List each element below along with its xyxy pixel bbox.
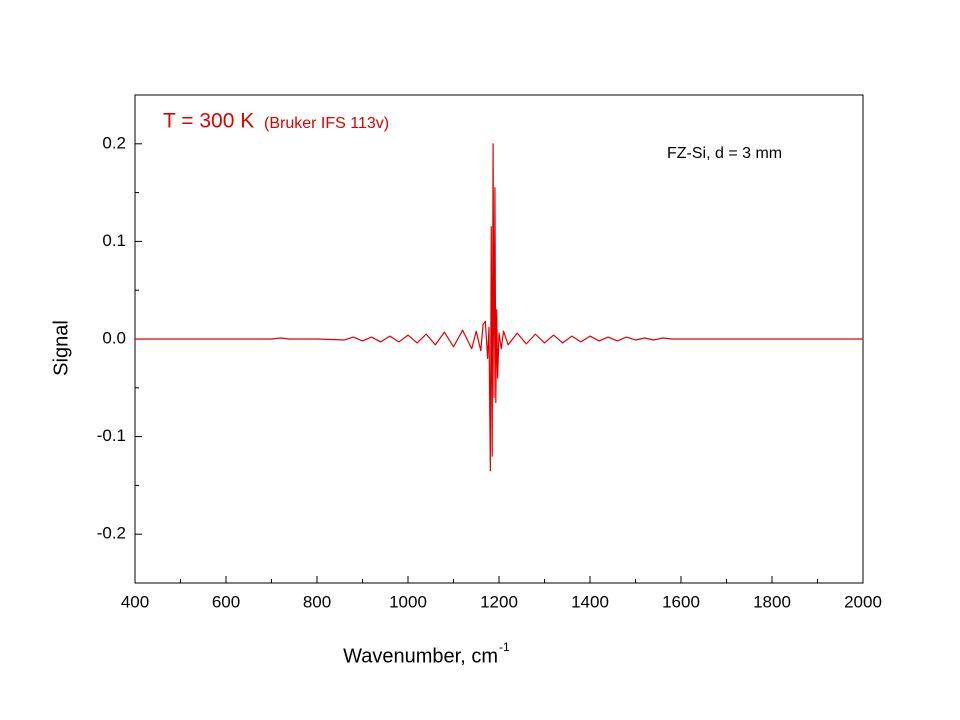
x-tick-label: 600: [212, 592, 240, 611]
x-axis-label: Wavenumber, cm: [343, 645, 498, 667]
y-axis-label: Signal: [50, 320, 72, 376]
y-tick-label: -0.2: [97, 524, 126, 543]
y-tick-label: 0.0: [102, 328, 126, 347]
annotation: T = 300 K: [163, 110, 254, 133]
x-tick-label: 1600: [662, 592, 700, 611]
x-tick-label: 2000: [844, 592, 882, 611]
y-tick-label: 0.1: [102, 231, 126, 250]
x-tick-label: 1200: [480, 592, 518, 611]
x-tick-label: 1400: [571, 592, 609, 611]
annotation: (Bruker IFS 113v): [264, 115, 389, 132]
x-tick-label: 800: [303, 592, 331, 611]
y-tick-label: 0.2: [102, 133, 126, 152]
signal-line: [135, 143, 863, 472]
x-axis-label-superscript: -1: [499, 640, 510, 654]
x-tick-label: 1800: [753, 592, 791, 611]
x-tick-label: 400: [121, 592, 149, 611]
annotation: FZ-Si, d = 3 mm: [667, 145, 782, 162]
y-tick-label: -0.1: [97, 426, 126, 445]
x-tick-label: 1000: [389, 592, 427, 611]
